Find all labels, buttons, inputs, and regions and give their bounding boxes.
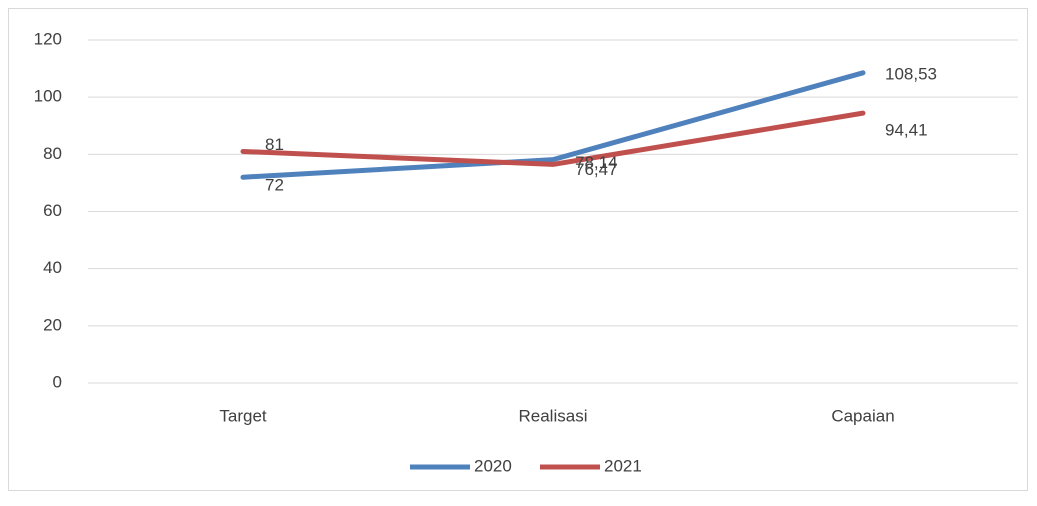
y-tick-label: 20: [43, 315, 62, 334]
data-label: 76,47: [575, 160, 618, 179]
x-tick-label: Capaian: [831, 406, 894, 425]
data-label: 94,41: [885, 121, 928, 140]
data-label: 81: [265, 135, 284, 154]
chart-border: [8, 8, 1028, 491]
x-tick-label: Target: [219, 406, 267, 425]
y-tick-label: 60: [43, 201, 62, 220]
series-line: [240, 110, 866, 167]
data-label: 78,14: [575, 153, 618, 172]
legend-label: 2020: [474, 456, 512, 475]
y-tick-label: 0: [53, 372, 62, 391]
y-tick-label: 40: [43, 258, 62, 277]
y-tick-label: 120: [34, 29, 62, 48]
legend-label: 2021: [604, 456, 642, 475]
data-label: 108,53: [885, 64, 937, 83]
series-line: [240, 70, 866, 180]
y-tick-label: 100: [34, 87, 62, 106]
x-tick-label: Realisasi: [519, 406, 588, 425]
y-tick-label: 80: [43, 144, 62, 163]
data-label: 72: [265, 176, 284, 195]
